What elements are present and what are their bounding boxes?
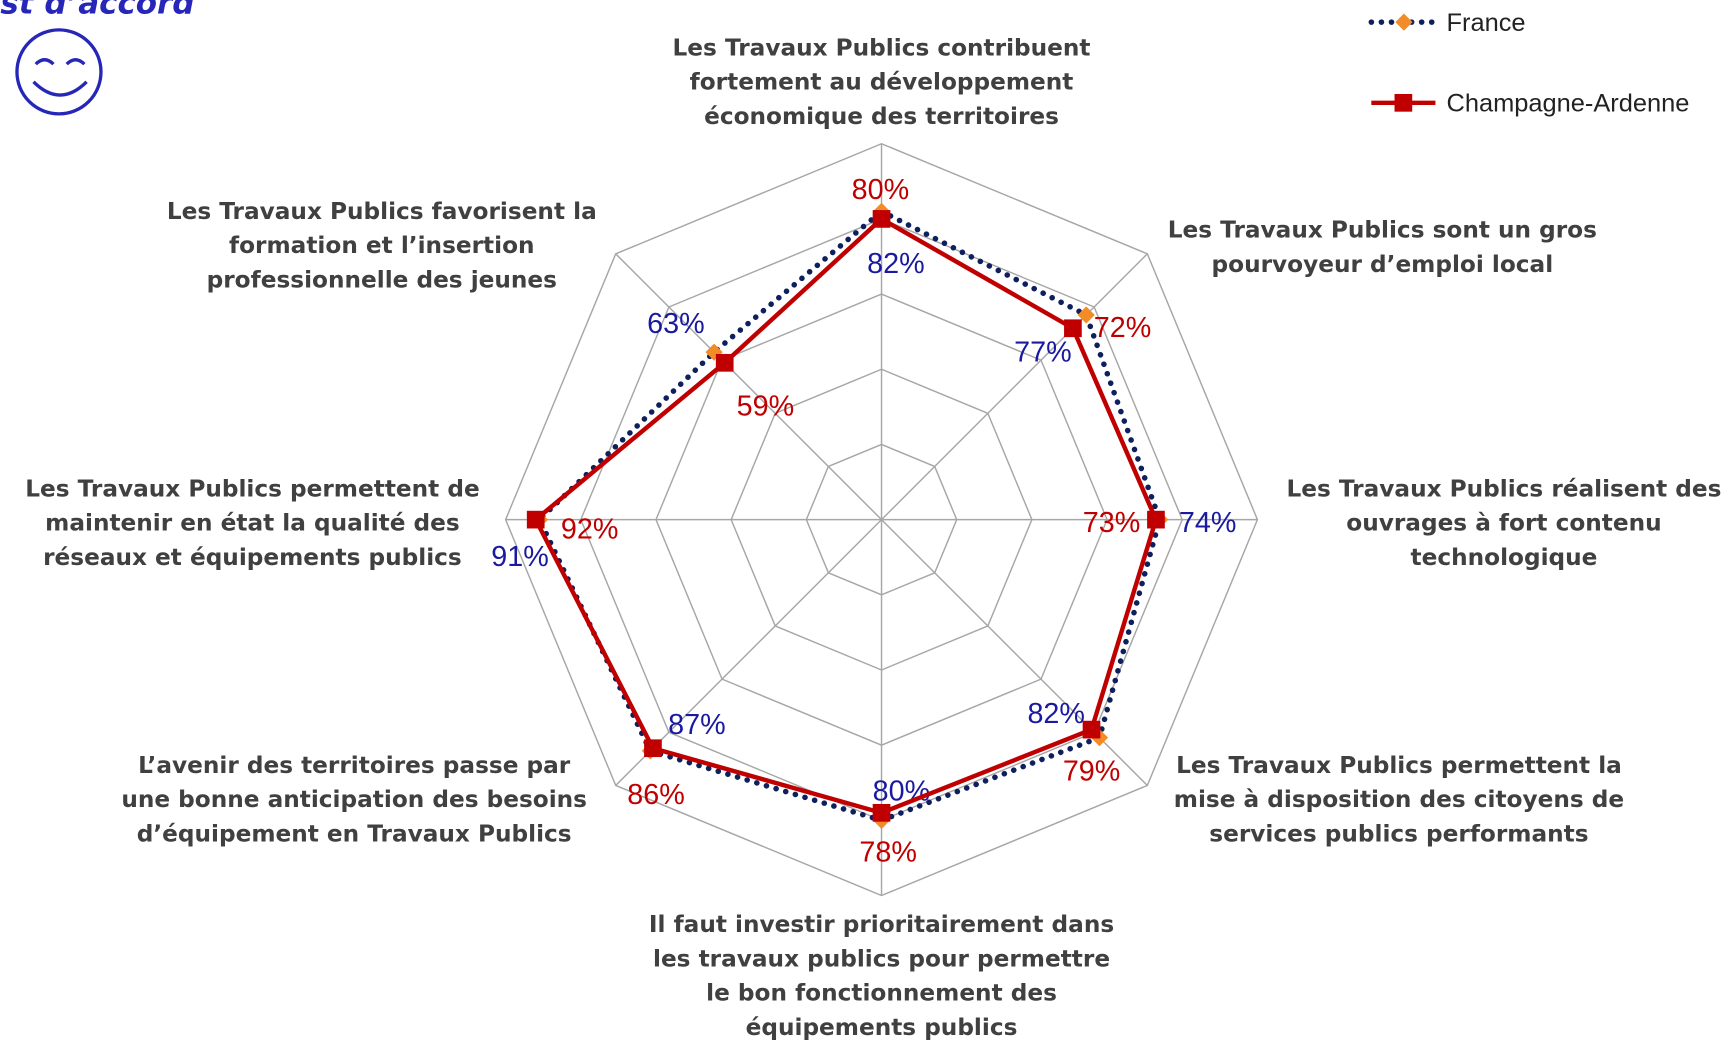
- value-label: 91%: [491, 541, 549, 573]
- value-label: 86%: [627, 779, 685, 811]
- value-label: 92%: [561, 513, 619, 545]
- header: st d’accord: [0, 0, 195, 21]
- value-label: 79%: [1063, 756, 1121, 788]
- category-label: Il faut investir prioritairement dans les…: [649, 911, 1114, 1041]
- category-label: Les Travaux Publics réalisent des ouvrage…: [1286, 475, 1721, 571]
- smiley-icon: [15, 28, 103, 116]
- marker: [872, 210, 891, 228]
- category-label: Les Travaux Publics permettent de mainten…: [25, 475, 479, 571]
- value-label: 82%: [1027, 698, 1085, 730]
- legend-label: France: [1446, 9, 1525, 37]
- marker: [1064, 319, 1082, 338]
- marker: [872, 803, 891, 822]
- spoke: [881, 519, 1148, 786]
- value-label: 59%: [737, 391, 795, 423]
- value-label: 72%: [1094, 312, 1152, 344]
- value-label: 80%: [873, 775, 931, 807]
- value-label: 63%: [647, 308, 705, 340]
- value-label: 73%: [1083, 507, 1141, 539]
- value-label: 77%: [1014, 337, 1072, 369]
- category-label: Les Travaux Publics contribuent fortement…: [673, 34, 1091, 130]
- value-label: 87%: [668, 709, 726, 741]
- marker: [526, 510, 545, 529]
- spoke: [615, 253, 883, 521]
- marker: [644, 739, 662, 758]
- legend-label: Champagne-Ardenne: [1446, 90, 1689, 118]
- marker: [1082, 720, 1101, 739]
- value-label: 74%: [1179, 507, 1237, 539]
- value-label: 80%: [852, 174, 910, 206]
- marker: [715, 353, 734, 372]
- value-label: 82%: [867, 248, 925, 280]
- category-label: Les Travaux Publics favorisent la formati…: [167, 198, 597, 294]
- spoke: [881, 253, 1148, 521]
- category-label: L’avenir des territoires passe par une bo…: [121, 752, 587, 848]
- marker: [1147, 510, 1165, 529]
- legend-marker: [1395, 13, 1413, 31]
- legend-marker: [1394, 93, 1413, 112]
- category-label: Les Travaux Publics sont un gros pourvoye…: [1168, 217, 1597, 278]
- value-label: 78%: [859, 836, 917, 868]
- category-label: Les Travaux Publics permettent la mise à …: [1174, 752, 1624, 848]
